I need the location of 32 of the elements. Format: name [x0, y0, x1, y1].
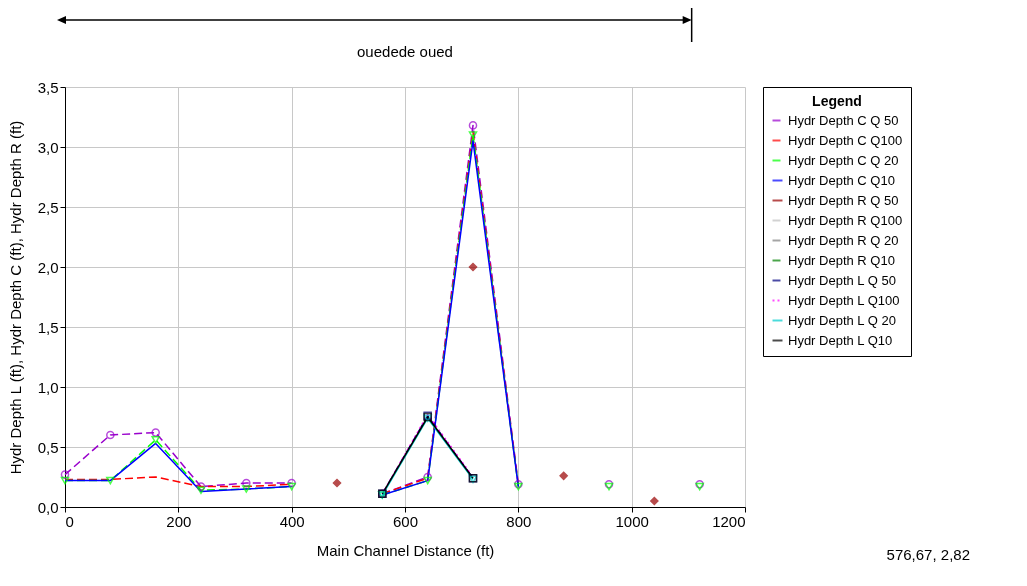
y-tick-label: 0,5: [37, 438, 59, 456]
legend-label: Hydr Depth R Q10: [788, 252, 895, 268]
x-tick-label: 0: [65, 512, 74, 530]
legend-label: Hydr Depth R Q 50: [788, 192, 899, 208]
x-tick-label: 1000: [615, 512, 649, 530]
legend-label: Hydr Depth L Q 20: [788, 312, 896, 328]
text: 576,67, 2,82: [886, 546, 970, 563]
x-tick-label: 400: [279, 512, 305, 530]
text: ouedede oued: [357, 43, 453, 60]
y-tick-label: 3,0: [37, 138, 59, 156]
y-tick-label: 1,5: [37, 318, 59, 336]
x-tick-label: 1200: [712, 512, 746, 530]
legend-label: Hydr Depth C Q 50: [788, 112, 899, 128]
legend-label: Hydr Depth R Q100: [788, 212, 903, 228]
legend-title: Legend: [812, 93, 862, 109]
legend-label: Hydr Depth R Q 20: [788, 232, 899, 248]
x-tick-label: 200: [166, 512, 192, 530]
legend-label: Hydr Depth C Q100: [788, 132, 903, 148]
legend-label: Hydr Depth C Q10: [788, 172, 895, 188]
y-axis-title: Hydr Depth L (ft), Hydr Depth C (ft), Hydr Depth R (ft): [6, 120, 24, 475]
y-tick-label: 3,5: [37, 78, 59, 96]
legend-label: Hydr Depth L Q 50: [788, 272, 896, 288]
x-tick-label: 600: [392, 512, 419, 530]
y-tick-label: 1,0: [37, 378, 59, 396]
y-tick-label: 2,5: [37, 198, 59, 216]
legend-label: Hydr Depth L Q10: [788, 332, 893, 348]
legend-label: Hydr Depth C Q 20: [788, 152, 899, 168]
x-tick-label: 800: [506, 512, 532, 530]
y-tick-label: 0,0: [37, 498, 59, 516]
y-tick-label: 2,0: [37, 258, 59, 276]
legend-label: Hydr Depth L Q100: [788, 292, 900, 308]
x-axis-title: Main Channel Distance (ft): [316, 541, 495, 559]
